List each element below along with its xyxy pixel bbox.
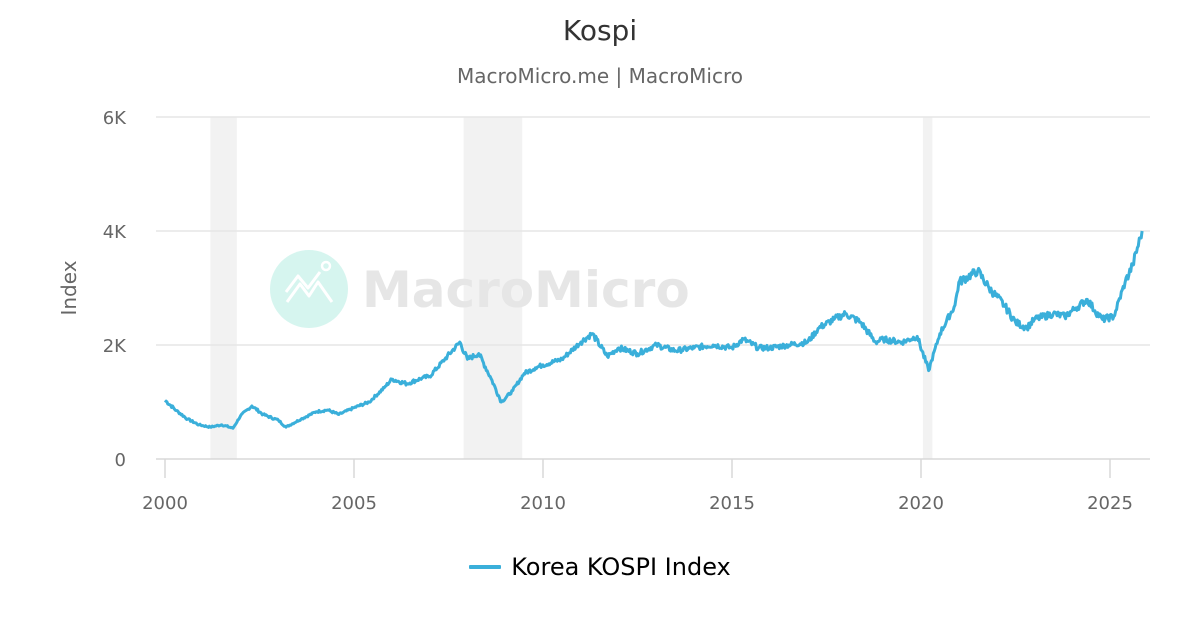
kospi-line	[163, 230, 1144, 430]
watermark-text: MacroMicro	[362, 261, 690, 319]
x-tick-label: 2025	[1087, 493, 1133, 514]
x-tick-label: 2020	[898, 493, 944, 514]
y-tick-label: 0	[115, 450, 126, 471]
recession-band	[922, 117, 933, 459]
recession-bands	[210, 117, 933, 459]
x-tick-label: 2015	[709, 493, 755, 514]
y-tick-label: 2K	[103, 336, 127, 357]
x-tick-label: 2010	[520, 493, 566, 514]
legend-swatch-icon	[469, 565, 502, 569]
watermark: MacroMicro	[270, 250, 690, 328]
legend: Korea KOSPI Index	[0, 553, 1200, 581]
y-axis-label: Index	[57, 260, 81, 315]
y-tick-label: 4K	[103, 222, 127, 243]
chart-title: Kospi	[562, 14, 638, 47]
x-axis-ticks: 2000 2005 2010 2015 2020 2025	[142, 459, 1133, 514]
recession-band	[463, 117, 523, 459]
y-axis-ticks: 0 2K 4K 6K	[103, 108, 127, 471]
recession-band	[210, 117, 237, 459]
legend-item-kospi[interactable]: Korea KOSPI Index	[511, 553, 731, 581]
chart-subtitle: MacroMicro.me | MacroMicro	[457, 64, 743, 88]
y-tick-label: 6K	[103, 108, 127, 129]
x-tick-label: 2005	[331, 493, 377, 514]
x-tick-label: 2000	[142, 493, 188, 514]
